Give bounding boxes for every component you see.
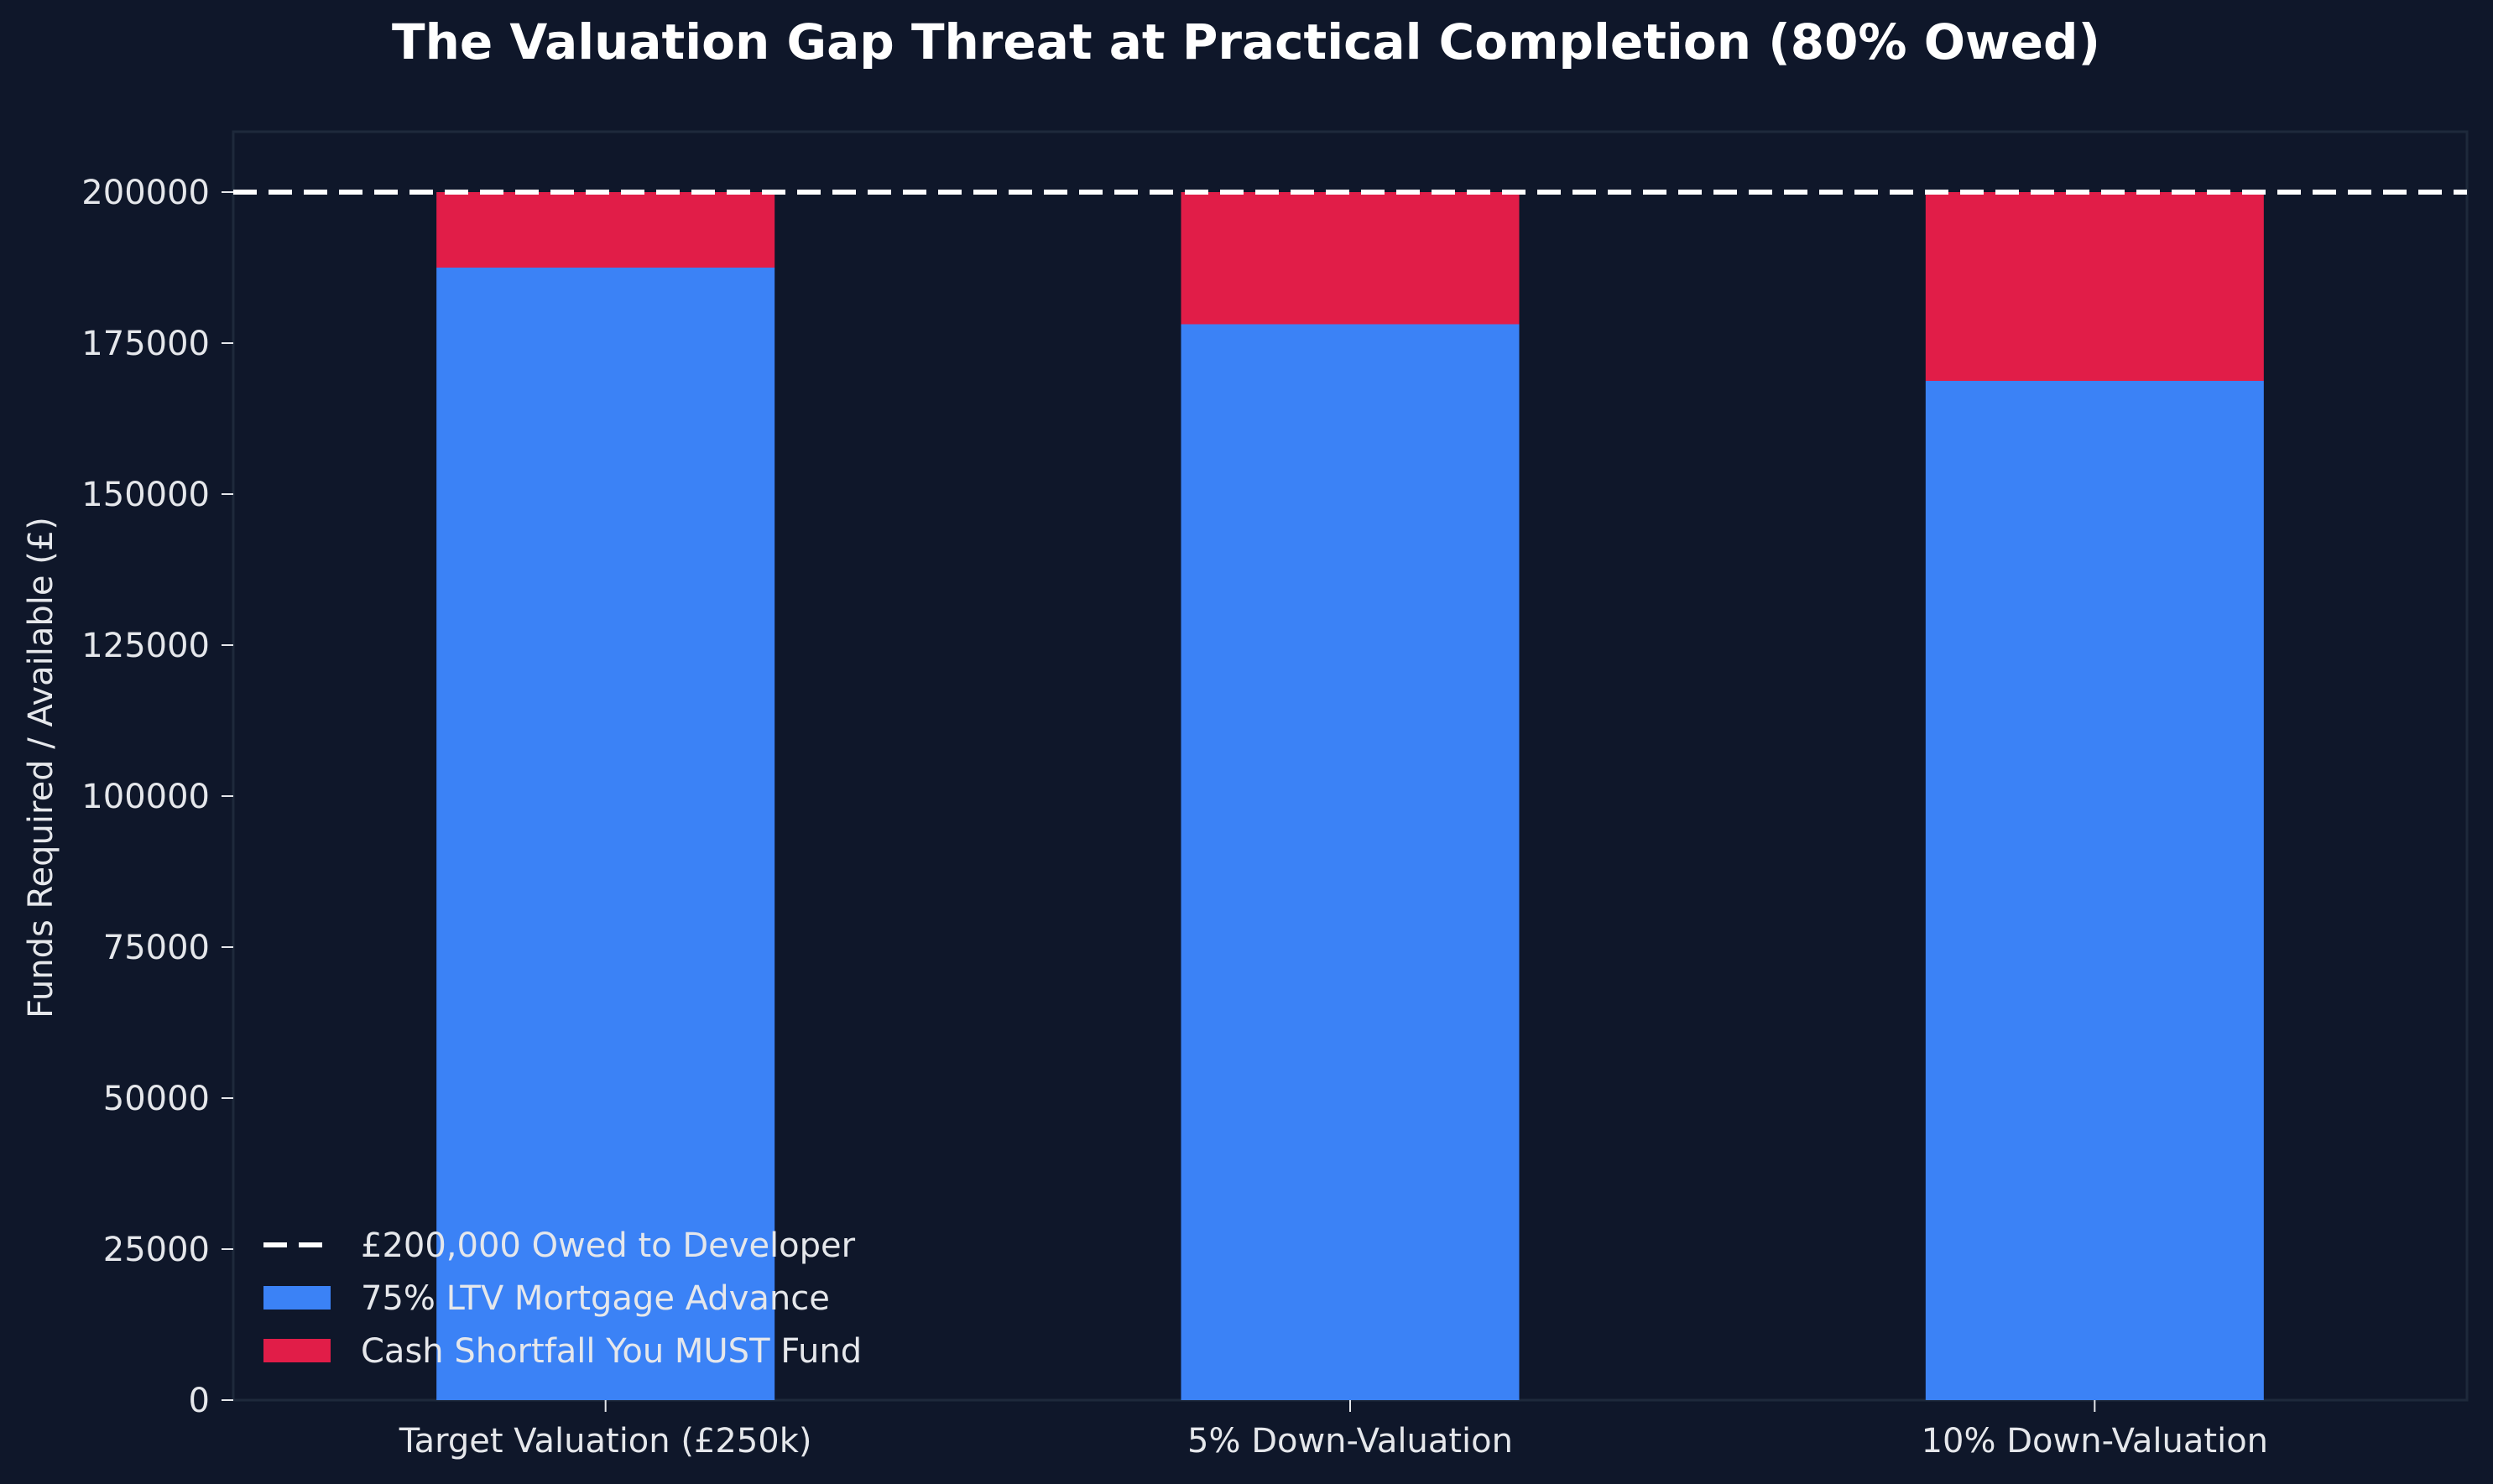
y-tick-label: 25000 (103, 1231, 210, 1269)
y-tick-label: 75000 (103, 929, 210, 967)
x-tick-label: 5% Down-Valuation (1187, 1422, 1513, 1461)
legend-swatch-shortfall (263, 1339, 331, 1362)
y-tick-label: 125000 (81, 627, 210, 665)
legend-label-reference: £200,000 Owed to Developer (361, 1226, 856, 1265)
cash-shortfall-bar (1925, 192, 2264, 381)
x-tick-label: 10% Down-Valuation (1922, 1422, 2268, 1461)
chart-title: The Valuation Gap Threat at Practical Co… (392, 13, 2100, 70)
x-tick-label: Target Valuation (£250k) (399, 1422, 812, 1461)
mortgage-advance-bar (1925, 381, 2264, 1400)
y-tick-label: 50000 (103, 1080, 210, 1118)
mortgage-advance-bar (1181, 324, 1520, 1400)
y-tick-label: 0 (189, 1382, 210, 1420)
y-tick-label: 175000 (81, 325, 210, 363)
y-tick-label: 200000 (81, 174, 210, 212)
legend-label-shortfall: Cash Shortfall You MUST Fund (361, 1332, 862, 1371)
plot-area: 0 25000 50000 75000 100000 125000 150000 175000… (81, 130, 2469, 1461)
cash-shortfall-bar (1181, 192, 1520, 325)
cash-shortfall-bar (436, 192, 775, 268)
y-axis-label: Funds Required / Available (£) (22, 517, 60, 1018)
legend-label-mortgage: 75% LTV Mortgage Advance (361, 1279, 830, 1318)
legend-swatch-mortgage (263, 1286, 331, 1310)
mortgage-advance-bar (436, 268, 775, 1400)
y-tick-label: 100000 (81, 778, 210, 816)
y-tick-label: 150000 (81, 476, 210, 514)
